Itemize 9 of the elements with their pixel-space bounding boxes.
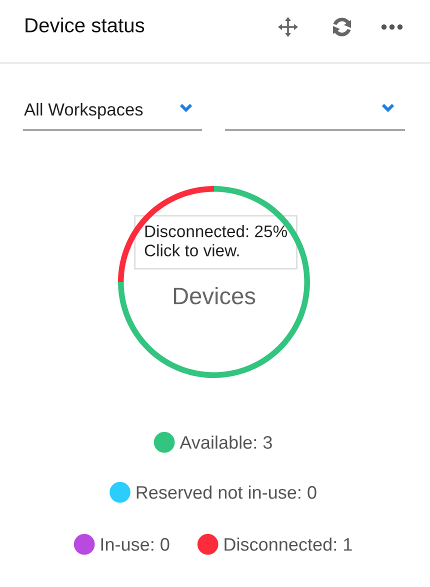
text: Disconnected: 25% Click to view. xyxy=(144,225,288,256)
donut-slice xyxy=(118,186,310,378)
chart-title: Device status xyxy=(26,18,144,32)
legend-label: Disconnected: 1 xyxy=(224,538,352,551)
legend-label: Available: 3 xyxy=(180,436,272,449)
legend-label: Reserved not in-use: 0 xyxy=(136,486,316,499)
text: Devices xyxy=(174,286,256,304)
legend-label: In-use: 0 xyxy=(101,538,170,551)
text: All Workspaces xyxy=(24,102,143,120)
